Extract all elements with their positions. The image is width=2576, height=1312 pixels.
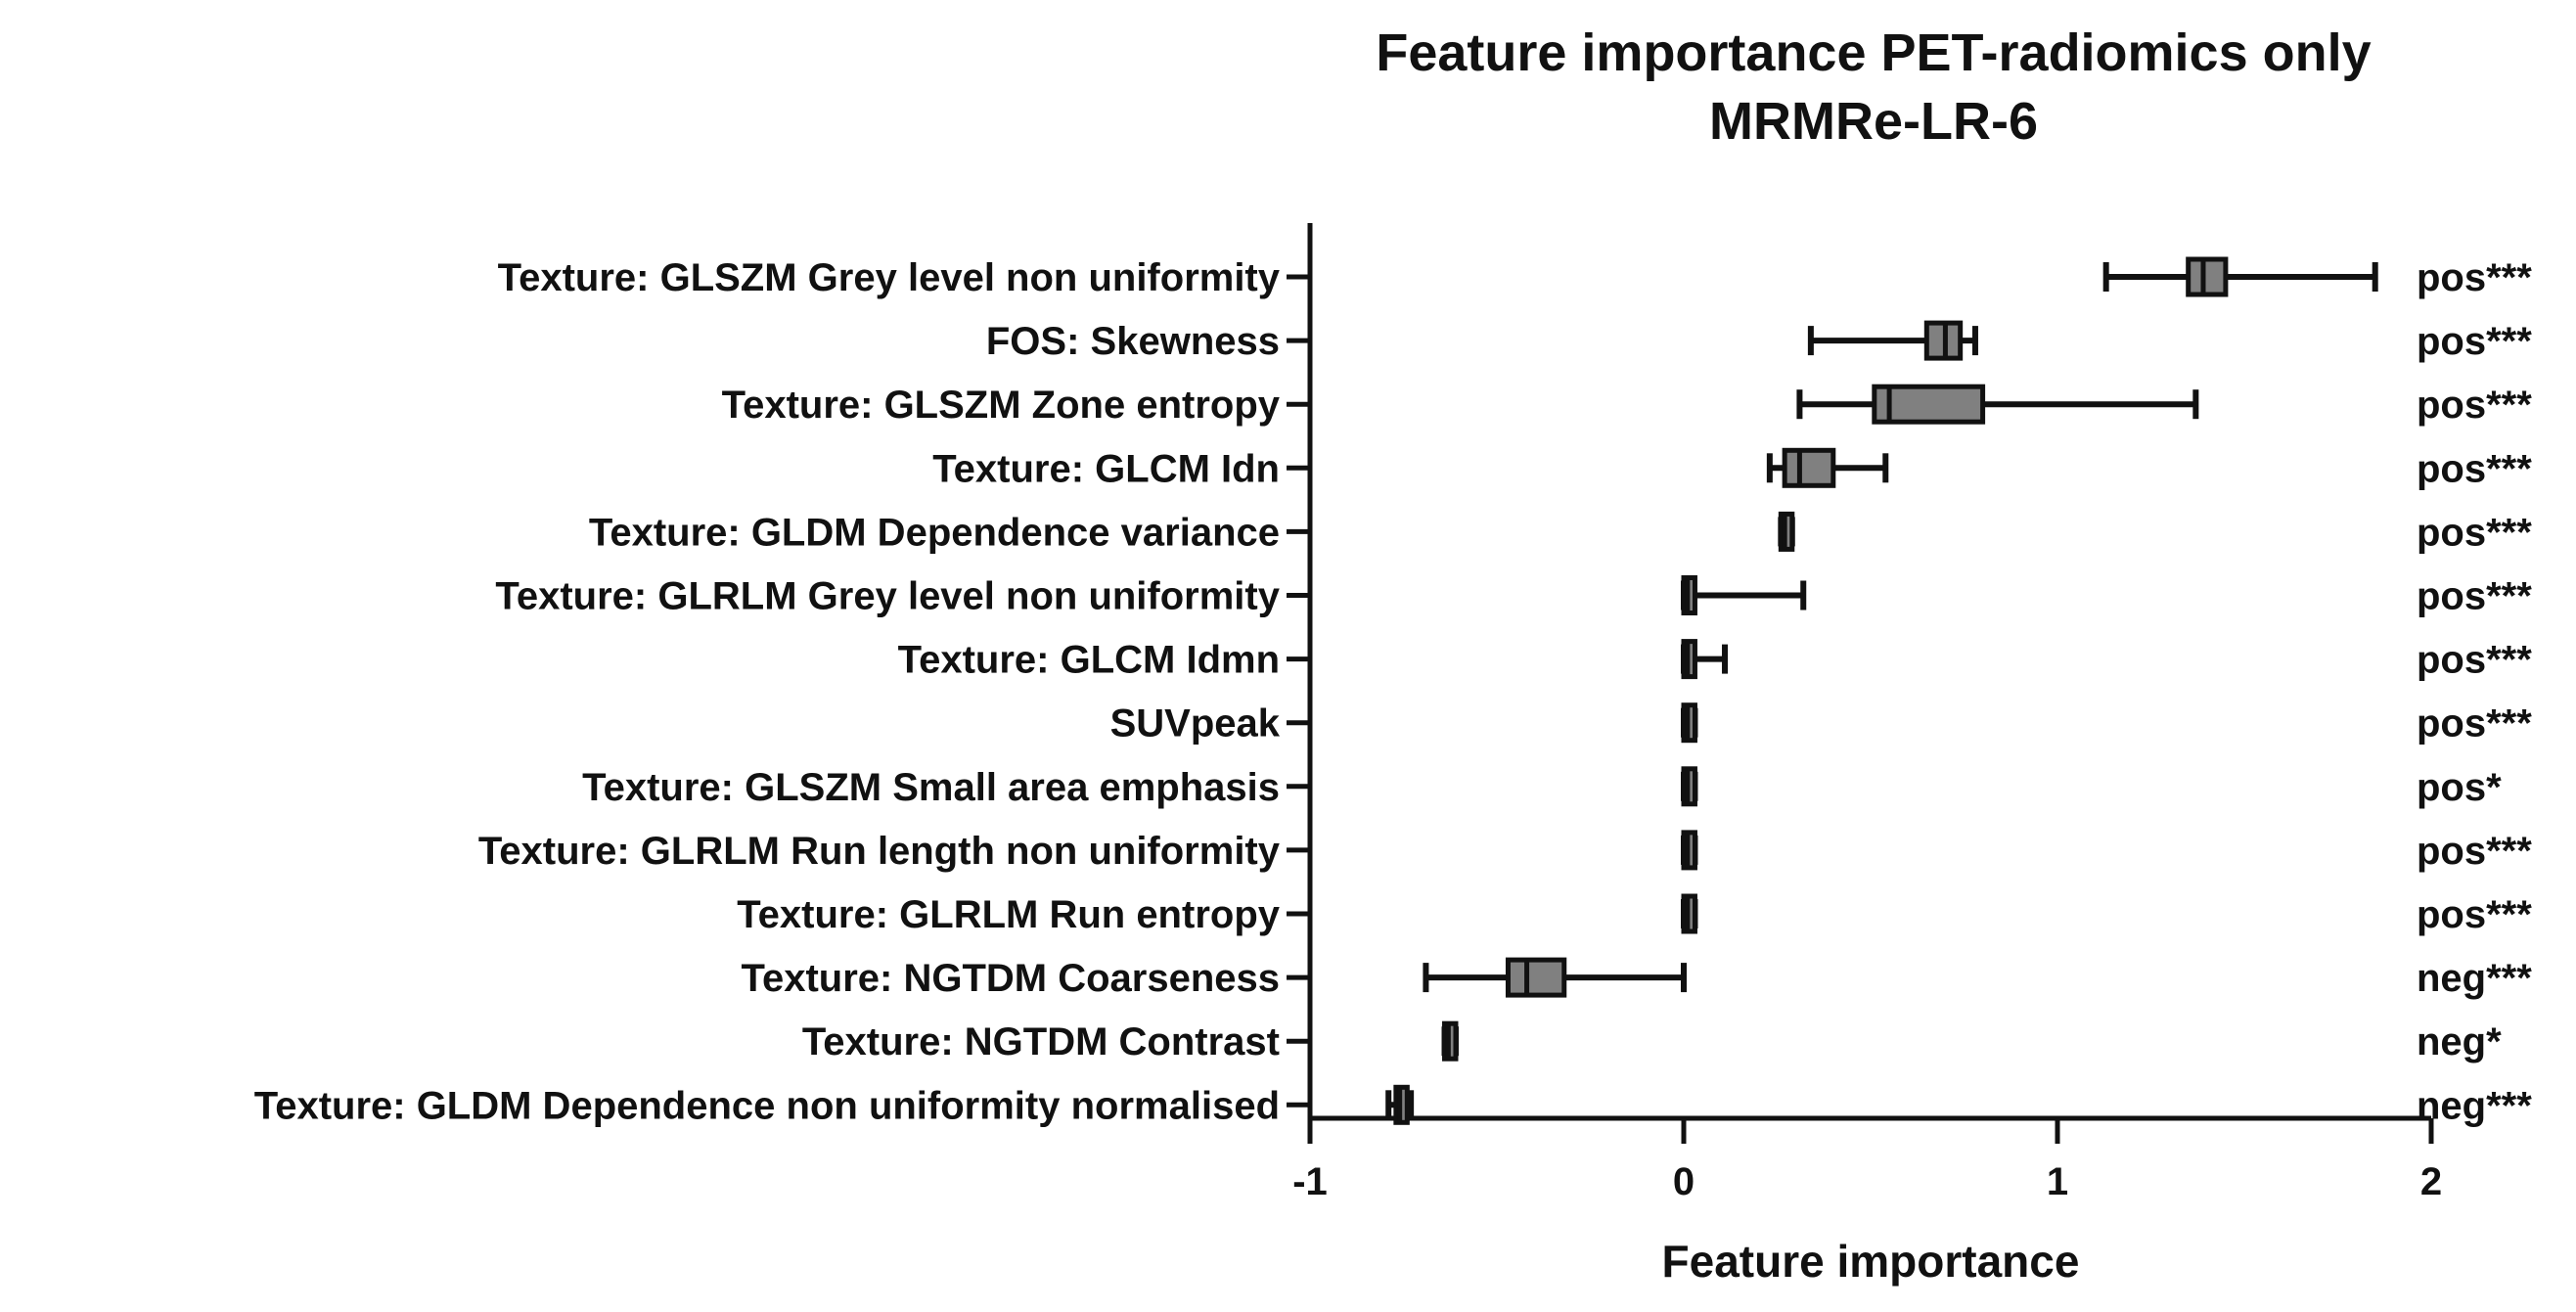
chart-title-line-1: Feature importance PET-radiomics only: [1376, 23, 2371, 82]
plot-area: -1 0 1 2 Texture: GLSZM Grey level non unifo…: [254, 223, 2532, 1203]
significance-label: pos*: [2417, 766, 2502, 809]
significance-label: pos***: [2417, 511, 2532, 554]
significance-label: pos***: [2417, 702, 2532, 746]
category-label: Texture: GLSZM Small area emphasis: [582, 766, 1280, 809]
category-label: Texture: GLRLM Run entropy: [737, 893, 1281, 936]
significance-label: pos***: [2417, 575, 2532, 618]
iqr-box: [2186, 256, 2229, 297]
significance-label: pos***: [2417, 893, 2532, 936]
significance-label: neg***: [2417, 957, 2532, 1000]
significance-label: neg***: [2417, 1084, 2532, 1127]
category-label: Texture: GLCM Idmn: [898, 639, 1280, 682]
category-label: Texture: GLSZM Grey level non uniformity: [498, 256, 1281, 299]
x-tick-label: 2: [2420, 1160, 2442, 1203]
significance-label: pos***: [2417, 320, 2532, 363]
category-label: Texture: GLRLM Grey level non uniformity: [495, 575, 1280, 618]
significance-label: pos***: [2417, 384, 2532, 427]
significance-label: pos***: [2417, 447, 2532, 490]
category-label: Texture: GLRLM Run length non uniformity: [478, 830, 1281, 873]
category-label: FOS: Skewness: [986, 320, 1280, 363]
category-label: Texture: GLDM Dependence non uniformity …: [254, 1084, 1280, 1127]
significance-label: pos***: [2417, 256, 2532, 299]
significance-label: pos***: [2417, 830, 2532, 873]
x-tick-label: 1: [2047, 1160, 2068, 1203]
iqr-box: [1782, 447, 1836, 488]
category-label: Texture: GLDM Dependence variance: [589, 511, 1280, 554]
x-axis-title: Feature importance: [1662, 1236, 2080, 1287]
iqr-box: [1872, 384, 1986, 425]
x-tick-label: -1: [1292, 1160, 1328, 1203]
chart-title-line-2: MRMRe-LR-6: [1709, 92, 2038, 151]
iqr-box: [1505, 957, 1567, 998]
category-label: Texture: GLCM Idn: [932, 447, 1280, 490]
category-label: SUVpeak: [1110, 702, 1281, 746]
category-label: Texture: NGTDM Coarseness: [741, 957, 1280, 1000]
significance-label: neg*: [2417, 1020, 2502, 1063]
significance-label: pos***: [2417, 639, 2532, 682]
category-label: Texture: GLSZM Zone entropy: [722, 384, 1281, 427]
x-tick-label: 0: [1673, 1160, 1695, 1203]
category-label: Texture: NGTDM Contrast: [802, 1020, 1280, 1063]
